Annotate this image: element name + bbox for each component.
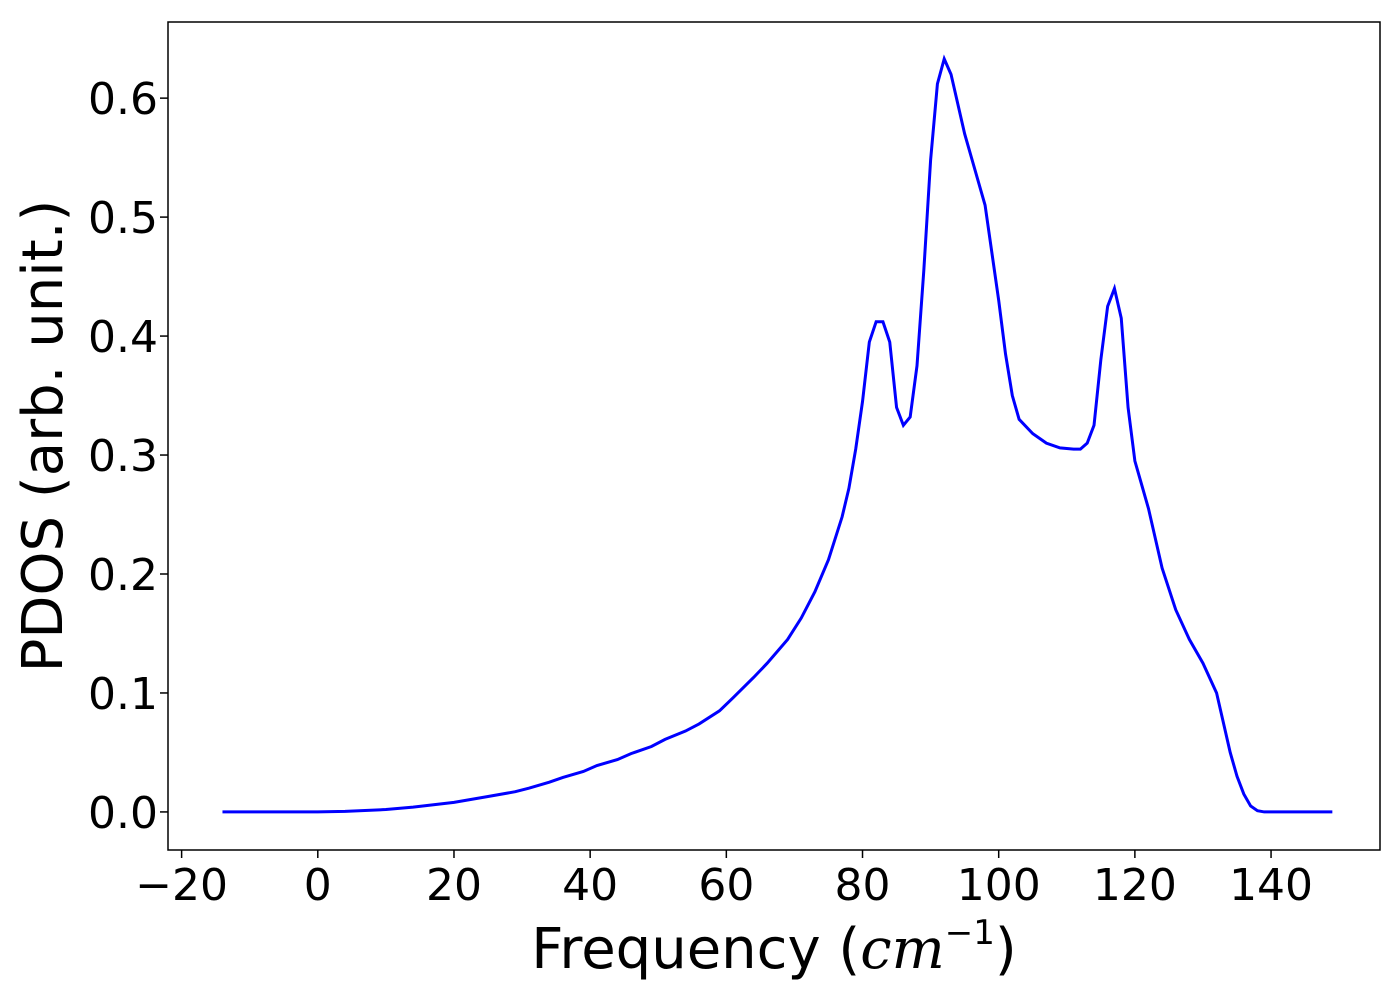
y-axis-ticks: 0.0 0.1 0.2 0.3 0.4 0.5 0.6 — [88, 74, 168, 839]
y-tick-label: 0.6 — [88, 74, 158, 125]
y-tick-label: 0.1 — [88, 669, 158, 720]
x-tick-label: −20 — [135, 860, 228, 911]
y-tick-label: 0.4 — [88, 312, 158, 363]
x-tick-label: 140 — [1229, 860, 1313, 911]
y-tick-label: 0.5 — [88, 193, 158, 244]
y-tick-label: 0.0 — [88, 788, 158, 839]
y-tick-label: 0.3 — [88, 431, 158, 482]
y-tick-label: 0.2 — [88, 550, 158, 601]
x-tick-label: 100 — [957, 860, 1041, 911]
x-axis-label: Frequency (cm−1) — [531, 913, 1016, 982]
x-tick-label: 20 — [426, 860, 482, 911]
y-axis-label: PDOS (arb. unit.) — [11, 200, 76, 673]
x-tick-label: 120 — [1093, 860, 1177, 911]
x-tick-label: 0 — [304, 860, 332, 911]
x-tick-label: 80 — [835, 860, 891, 911]
x-tick-label: 60 — [698, 860, 754, 911]
x-axis-ticks: −20 0 20 40 60 80 100 120 140 — [135, 850, 1313, 911]
x-tick-label: 40 — [562, 860, 618, 911]
plot-area — [167, 21, 1381, 851]
pdos-series-line — [222, 54, 1333, 814]
